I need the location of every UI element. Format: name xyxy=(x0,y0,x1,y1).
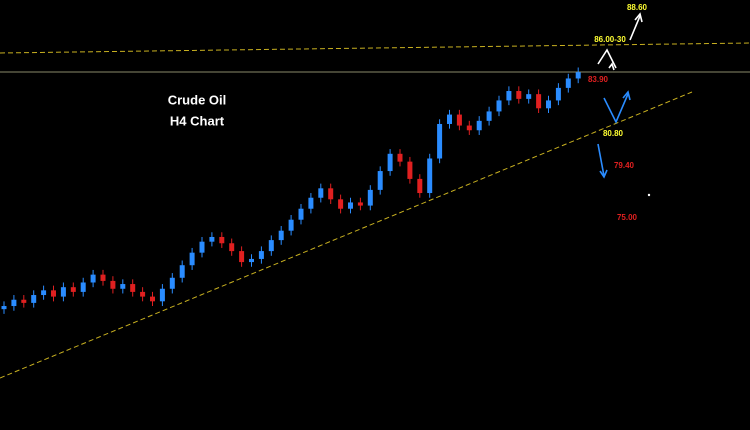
arrow-head xyxy=(634,12,643,23)
candle-body xyxy=(179,265,185,278)
candle-body xyxy=(516,91,522,99)
arrow xyxy=(608,62,615,71)
dot xyxy=(647,193,651,197)
candle-body xyxy=(199,241,205,253)
candle-body xyxy=(268,240,274,252)
candle-body xyxy=(476,120,482,131)
arrow xyxy=(629,15,641,41)
candle-body xyxy=(70,287,76,292)
candle-body xyxy=(506,91,512,101)
candle-body xyxy=(80,282,86,292)
price-label: 79.40 xyxy=(614,161,635,170)
arrows xyxy=(597,12,643,179)
candle-body xyxy=(447,114,452,124)
candle-body xyxy=(407,161,413,179)
candle-body xyxy=(51,290,56,297)
support-line xyxy=(0,91,693,379)
candle-body xyxy=(130,284,136,292)
price-label: 80.80 xyxy=(603,129,624,138)
candle-body xyxy=(1,306,7,310)
candle-body xyxy=(437,123,443,159)
candle-body xyxy=(169,277,175,289)
candle-body xyxy=(21,299,27,303)
candle-body xyxy=(526,94,532,99)
candle-body xyxy=(328,188,334,200)
candle-body xyxy=(278,230,284,241)
candle-body xyxy=(308,197,314,209)
candle-body xyxy=(456,114,462,126)
candle-body xyxy=(110,280,116,289)
candle-body xyxy=(555,87,561,101)
candle-body xyxy=(427,158,433,194)
arrow xyxy=(597,143,605,177)
arrow-head xyxy=(622,90,631,101)
candle-body xyxy=(417,178,423,194)
candle-body xyxy=(536,94,542,109)
candle-body xyxy=(90,274,96,283)
candle-body xyxy=(357,202,363,206)
candle-body xyxy=(11,299,17,307)
candle-body xyxy=(367,189,373,206)
candle-body xyxy=(496,100,502,112)
price-label: 83.90 xyxy=(588,75,609,84)
candle-body xyxy=(120,284,126,289)
candle-body xyxy=(575,72,581,79)
candle-body xyxy=(31,295,37,303)
candle-body xyxy=(150,296,155,302)
candle-body xyxy=(348,202,353,209)
price-label: 75.00 xyxy=(617,213,638,222)
candle-body xyxy=(258,251,264,259)
candle-body xyxy=(219,236,225,244)
candle-body xyxy=(140,291,146,297)
candle-body xyxy=(546,100,551,109)
candle-body xyxy=(60,287,66,297)
candle-body xyxy=(249,258,254,263)
candle-body xyxy=(229,243,235,252)
candle-body xyxy=(466,125,472,131)
candle-body xyxy=(397,153,403,162)
arrow xyxy=(597,48,617,69)
arrow-head xyxy=(599,169,608,179)
candle-body xyxy=(298,208,304,220)
price-label: 86.00-30 xyxy=(594,35,626,44)
resistance-line xyxy=(0,42,750,54)
candle-body xyxy=(387,153,393,172)
chart-subtitle: H4 Chart xyxy=(170,113,225,128)
candle-body xyxy=(159,288,165,302)
candle-body xyxy=(41,290,47,296)
candle-body xyxy=(486,111,492,121)
candle-body xyxy=(377,171,383,190)
candle-body xyxy=(318,188,324,198)
candle-body xyxy=(288,219,294,231)
candle-body xyxy=(565,78,571,88)
candle-body xyxy=(239,251,245,263)
candle-body xyxy=(189,252,195,266)
arrow xyxy=(603,93,629,124)
candle-body xyxy=(338,199,344,209)
price-label: 88.60 xyxy=(627,3,648,12)
candle-body xyxy=(209,236,215,242)
candle-body xyxy=(100,274,106,281)
chart-title: Crude Oil xyxy=(168,92,227,107)
